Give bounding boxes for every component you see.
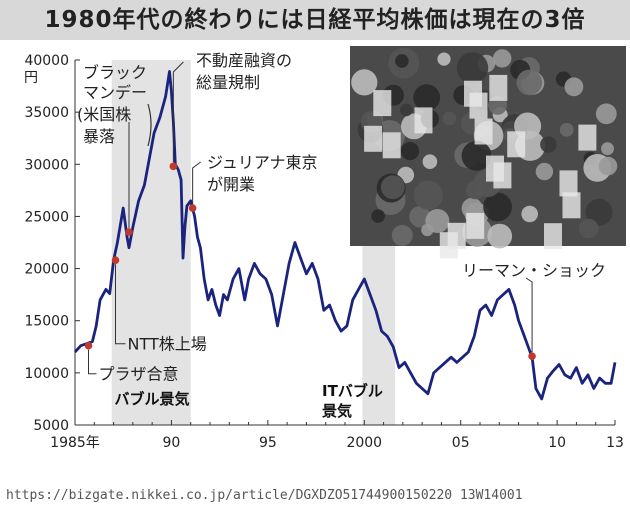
photo-figure-29 — [483, 192, 512, 222]
photo-figure-38 — [400, 103, 413, 117]
photo-figure-10 — [442, 111, 457, 126]
it-bubble-label-1: ITバブル — [322, 382, 383, 400]
photo-figure-36 — [535, 162, 554, 181]
y-tick-label-35000: 35000 — [24, 105, 69, 121]
photo-figure-15 — [595, 103, 617, 125]
photo-figure-20 — [493, 49, 512, 68]
photo-shirt-8 — [466, 212, 485, 239]
event-point-3 — [169, 162, 178, 171]
plaza-leader — [88, 349, 97, 375]
photo-shirt-13 — [439, 232, 458, 259]
photo-figure-69 — [598, 156, 618, 176]
photo-shirt-3 — [486, 155, 504, 182]
event-point-0 — [84, 341, 93, 350]
photo-figure-64 — [559, 122, 574, 137]
y-tick-label-30000: 30000 — [24, 157, 69, 173]
stock-traders-photo-icon — [350, 46, 626, 259]
photo-figure-27 — [521, 205, 538, 223]
plaza-label: プラザ合意 — [99, 365, 179, 384]
black-monday-paren — [147, 103, 152, 147]
photo-figure-44 — [487, 223, 513, 249]
photo-figure-54 — [564, 77, 584, 97]
ntt-label: NTT株上場 — [128, 335, 207, 354]
photo-shirt-17 — [474, 118, 493, 145]
photo-figure-37 — [371, 209, 385, 223]
nikkei-line-chart: 5000 10000 15000 20000 25000 30000 35000 40000円… — [24, 46, 626, 451]
bubble-label: バブル景気 — [114, 390, 189, 408]
y-tick-label-20000: 20000 — [24, 262, 69, 278]
y-tick-label-15000: 15000 — [24, 314, 69, 330]
photo-figure-18 — [413, 180, 443, 210]
photo-figure-17 — [413, 84, 441, 111]
photo-figure-57 — [437, 52, 451, 66]
photo-figure-19 — [585, 198, 613, 226]
photo-figure-63 — [578, 218, 599, 239]
photo-shirt-7 — [544, 223, 562, 250]
black-monday-label-4: 暴落 — [83, 127, 115, 146]
photo-figure-26 — [351, 69, 378, 96]
event-points — [84, 162, 536, 360]
photo-figure-28 — [395, 54, 409, 68]
photo-shirt-10 — [578, 124, 597, 151]
juliana-label-2: が開業 — [207, 175, 255, 194]
photo-shirt-1 — [382, 132, 401, 159]
series-line-0 — [73, 70, 617, 401]
soryo-label-2: 総量規制 — [196, 73, 260, 92]
source-url: https://bizgate.nikkei.co.jp/article/DGX… — [6, 488, 523, 503]
photo-figure-45 — [456, 52, 489, 84]
photo-figure-49 — [516, 69, 543, 96]
photo-figure-11 — [409, 206, 431, 228]
y-axis-unit: 円 — [24, 70, 38, 86]
photo-shirt-2 — [562, 192, 581, 219]
lehman-label: リーマン・ショック — [462, 261, 606, 280]
juliana-leader — [192, 161, 201, 205]
x-tick-label-2010: 10 — [548, 435, 566, 451]
y-tick-label-5000: 5000 — [33, 418, 69, 434]
x-tick-label-2005: 05 — [452, 435, 470, 451]
x-tick-label-1985: 1985年 — [50, 435, 100, 451]
lehman-leader — [525, 277, 533, 353]
event-point-4 — [188, 204, 197, 212]
photo-figure-8 — [391, 224, 413, 246]
soryo-leader — [172, 61, 184, 163]
event-point-5 — [528, 352, 536, 360]
photo-shirt-4 — [507, 131, 526, 158]
black-monday-label-3: (米国株 — [77, 105, 131, 124]
y-tick-label-10000: 10000 — [24, 366, 69, 382]
y-tick-label-40000: 40000 — [24, 53, 69, 69]
event-point-2 — [125, 228, 133, 236]
x-tick-label-1995: 95 — [259, 435, 277, 451]
x-tick-label-2013: 13 — [606, 435, 624, 451]
photo-figure-53 — [425, 209, 450, 233]
photo-figure-51 — [601, 142, 614, 156]
photo-figure-65 — [380, 175, 405, 200]
juliana-label-1: ジュリアナ東京 — [207, 153, 318, 172]
photo-shirt-11 — [414, 107, 433, 134]
ntt-leader — [115, 264, 126, 345]
photo-figure-50 — [400, 142, 420, 161]
y-tick-label-25000: 25000 — [24, 209, 69, 225]
black-monday-label-2: マンデー — [83, 83, 147, 102]
photo-shirt-14 — [559, 170, 578, 197]
photo-shirt-12 — [364, 125, 383, 152]
soryo-label-1: 不動産融資の — [196, 51, 292, 70]
chart-title: 1980年代の終わりには日経平均株価は現在の3倍 — [0, 0, 630, 40]
series-line — [73, 70, 617, 401]
axes: 5000 10000 15000 20000 25000 30000 35000 40000円… — [24, 53, 624, 451]
black-monday-label-1: ブラック — [83, 63, 147, 82]
photo-shirt-16 — [469, 92, 488, 119]
event-point-1 — [111, 256, 120, 265]
it-bubble-label-2: 景気 — [322, 402, 352, 420]
photo-shirt-5 — [373, 90, 392, 117]
x-tick-label-1990: 90 — [163, 435, 181, 451]
photo-figure-68 — [422, 154, 438, 169]
x-tick-label-2000: 2000 — [346, 435, 382, 451]
photo-figure-62 — [540, 136, 557, 153]
photo-figure-58 — [461, 140, 492, 171]
photo-shirt-15 — [489, 74, 508, 101]
